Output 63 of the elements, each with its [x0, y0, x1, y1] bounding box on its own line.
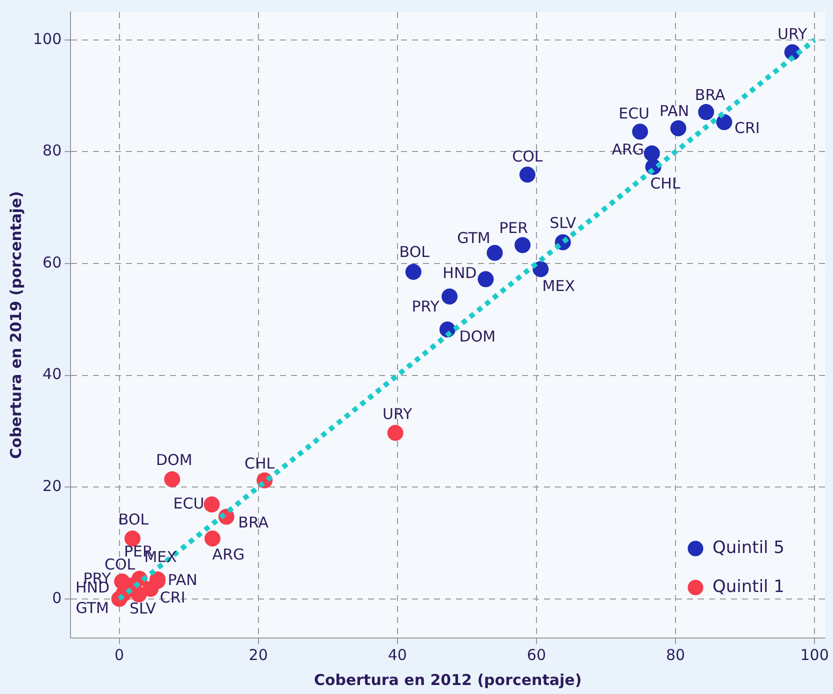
- annotation: PAN: [168, 570, 198, 589]
- point: [644, 145, 660, 162]
- annotation: DOM: [459, 327, 496, 346]
- annotation: COL: [512, 148, 544, 166]
- annotation: URY: [778, 25, 808, 44]
- annotation: PAN: [660, 102, 690, 120]
- annotation: ARG: [612, 140, 644, 158]
- y-tick-label: 20: [42, 476, 62, 495]
- x-tick-label: 80: [666, 646, 686, 664]
- annotation: PRY: [412, 297, 440, 316]
- point: [514, 237, 531, 254]
- annotation: GTM: [457, 228, 490, 247]
- point: [486, 244, 503, 261]
- annotation: BOL: [399, 242, 430, 261]
- annotation: GTM: [76, 598, 109, 617]
- point: [204, 530, 220, 547]
- x-axis-title: Cobertura en 2012 (porcentaje): [314, 670, 582, 689]
- annotation: ECU: [173, 494, 204, 512]
- annotation: URY: [382, 404, 413, 423]
- x-tick-label: 0: [114, 646, 124, 664]
- y-tick-label: 100: [32, 30, 62, 48]
- annotation: CHL: [650, 174, 681, 193]
- annotation: COL: [104, 555, 136, 574]
- y-tick-label: 0: [52, 588, 62, 607]
- annotation: MEX: [542, 277, 575, 295]
- x-tick-label: 100: [800, 646, 829, 664]
- point: [405, 264, 422, 280]
- point: [478, 271, 494, 288]
- annotation: BRA: [238, 514, 270, 532]
- point: [142, 580, 159, 597]
- point: [632, 124, 648, 140]
- annotation: BOL: [118, 510, 150, 528]
- annotation: SLV: [130, 599, 157, 618]
- annotation: DOM: [156, 451, 192, 470]
- annotation: HND: [442, 264, 477, 282]
- annotation: PER: [499, 218, 528, 237]
- legend-label: Quintil 5: [712, 538, 784, 558]
- y-tick-label: 40: [42, 365, 62, 384]
- annotation: CHL: [244, 454, 276, 472]
- point: [532, 261, 549, 278]
- legend-label: Quintil 1: [712, 576, 784, 597]
- point: [670, 120, 686, 136]
- x-tick-label: 60: [526, 646, 546, 664]
- point: [698, 104, 714, 120]
- annotation: ECU: [618, 104, 650, 122]
- point: [442, 288, 458, 304]
- x-tick-label: 40: [388, 646, 407, 664]
- annotation: CRI: [734, 119, 760, 137]
- point: [716, 114, 732, 130]
- annotation: CRI: [160, 588, 186, 607]
- annotation: SLV: [550, 214, 577, 232]
- point: [164, 471, 180, 488]
- point: [124, 530, 141, 547]
- y-tick-label: 80: [42, 142, 62, 160]
- annotation: BRA: [694, 86, 726, 104]
- point: [387, 424, 404, 441]
- point: [204, 496, 220, 512]
- annotation: ARG: [212, 545, 245, 564]
- x-tick-label: 20: [248, 646, 268, 664]
- point: [519, 166, 536, 183]
- y-axis-title: Cobertura en 2019 (porcentaje): [6, 191, 25, 459]
- y-tick-label: 60: [42, 253, 62, 272]
- point: [130, 586, 147, 602]
